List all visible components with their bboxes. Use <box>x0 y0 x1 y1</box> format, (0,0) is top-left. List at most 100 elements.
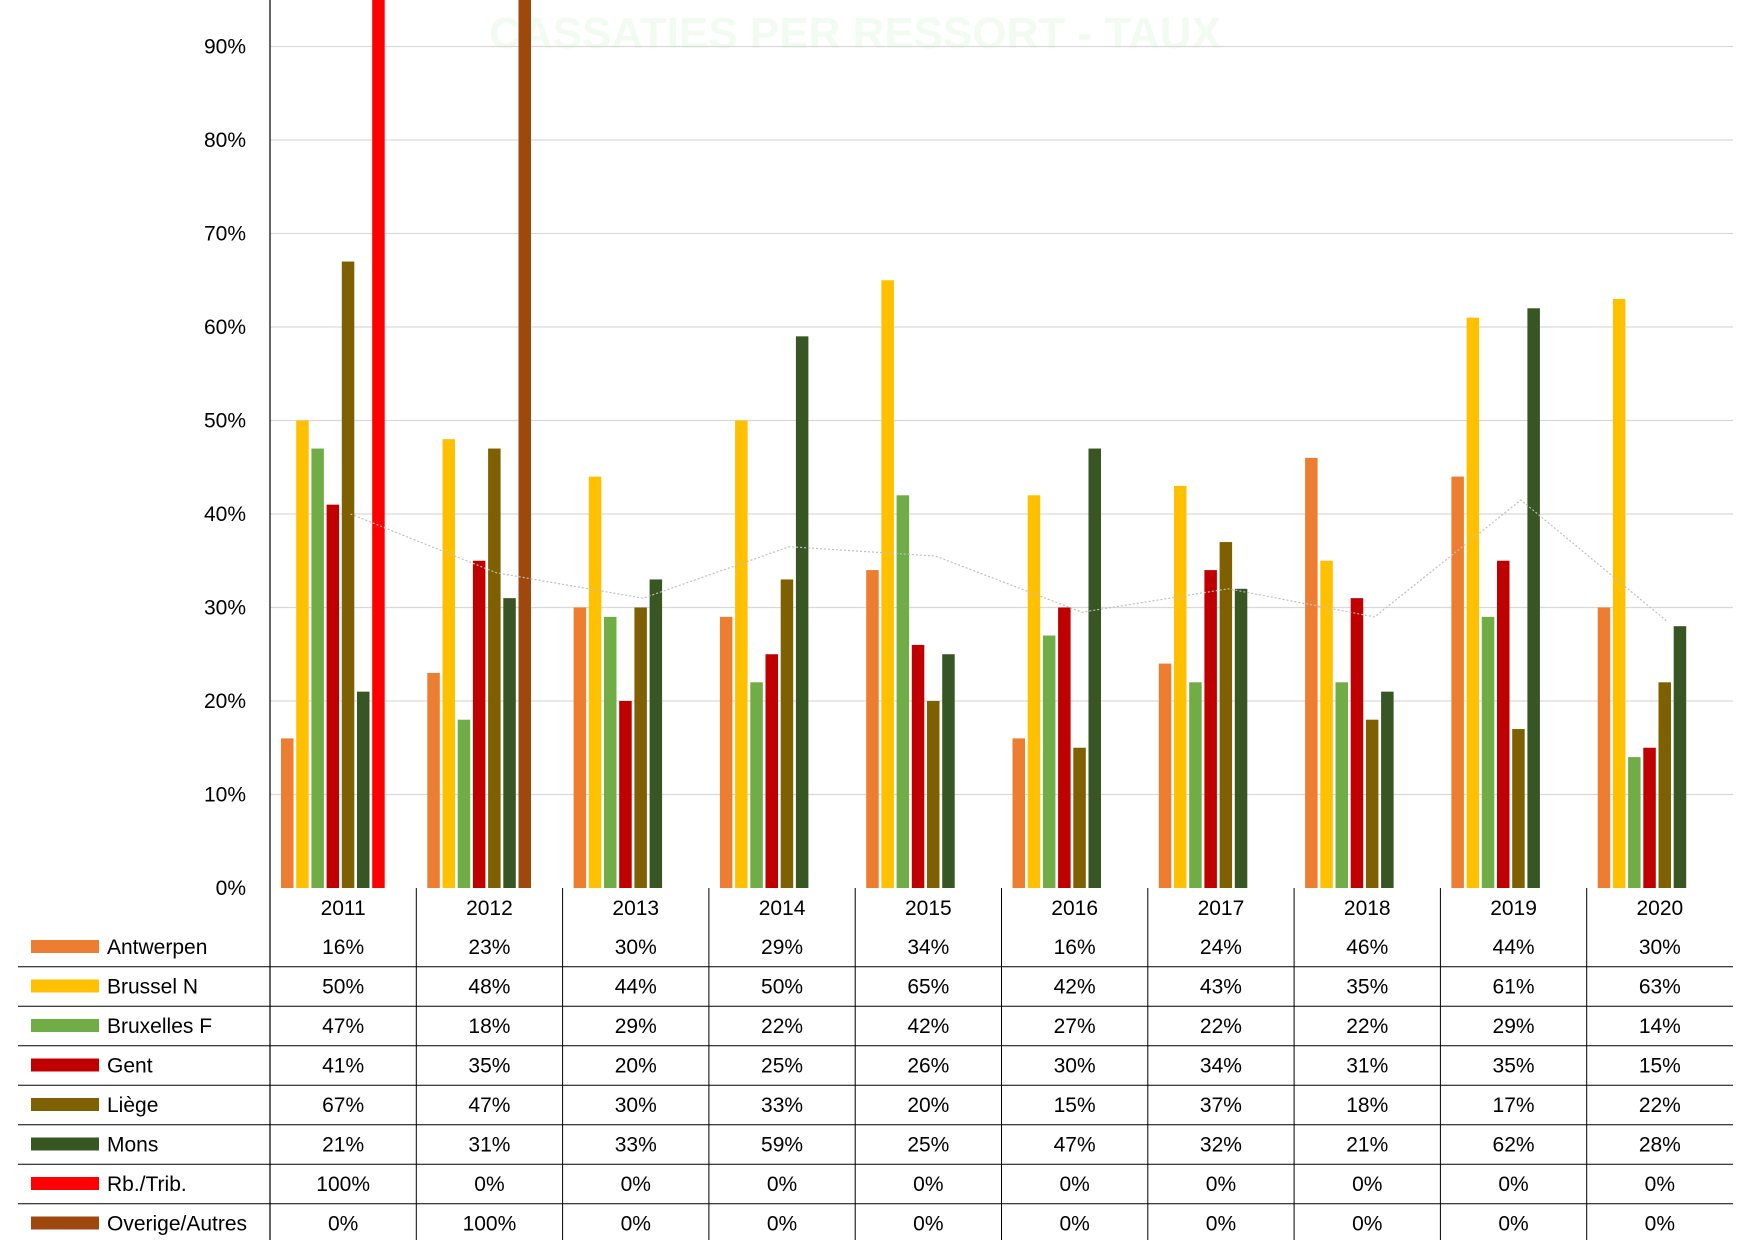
bar <box>372 0 385 888</box>
data-label: 50% <box>322 976 364 999</box>
bar <box>1481 616 1495 888</box>
bar <box>1365 719 1379 888</box>
y-tick-label: 0% <box>216 877 246 900</box>
legend-swatch <box>31 940 99 953</box>
legend-swatch <box>31 1019 99 1032</box>
data-label: 0% <box>1645 1213 1675 1236</box>
data-label: 65% <box>907 976 949 999</box>
data-label: 48% <box>468 976 510 999</box>
bar <box>604 616 617 888</box>
data-label: 15% <box>1054 1094 1096 1117</box>
y-tick-label: 60% <box>204 316 246 339</box>
data-label: 29% <box>615 1015 657 1038</box>
bar <box>735 420 748 888</box>
data-label: 100% <box>463 1213 517 1236</box>
bar <box>1088 448 1101 888</box>
bar <box>1174 485 1187 888</box>
bar <box>795 336 809 889</box>
legend-label: Rb./Trib. <box>107 1173 187 1196</box>
y-axis: 0% 10% 20% 30% 40% 50% 60% 70% 80% 90% <box>204 0 271 1240</box>
bar <box>518 0 531 888</box>
data-label: 0% <box>767 1173 797 1196</box>
data-label: 0% <box>621 1213 651 1236</box>
data-label: 0% <box>1059 1173 1089 1196</box>
bar <box>719 616 733 888</box>
bar <box>765 654 778 888</box>
data-label: 42% <box>1054 976 1096 999</box>
y-tick-label: 90% <box>204 36 246 59</box>
data-label: 22% <box>1200 1015 1242 1038</box>
data-label: 33% <box>615 1134 657 1157</box>
data-label: 18% <box>1346 1094 1388 1117</box>
data-label: 42% <box>907 1015 949 1038</box>
bar <box>296 420 309 888</box>
legend-label: Gent <box>107 1055 153 1078</box>
bar <box>1512 729 1525 888</box>
bar <box>1219 542 1233 888</box>
bar <box>1042 635 1056 888</box>
data-label: 37% <box>1200 1094 1242 1117</box>
data-label: 25% <box>907 1134 949 1157</box>
data-label: 34% <box>907 936 949 959</box>
bar <box>1658 682 1671 888</box>
bar <box>942 654 955 888</box>
data-label: 30% <box>1054 1055 1096 1078</box>
data-label: 47% <box>468 1094 510 1117</box>
x-tick-label: 2015 <box>905 897 952 920</box>
data-label: 0% <box>1498 1173 1528 1196</box>
x-tick-label: 2018 <box>1344 897 1391 920</box>
data-label: 35% <box>1493 1055 1535 1078</box>
data-label: 0% <box>913 1213 943 1236</box>
x-tick-label: 2012 <box>466 897 513 920</box>
data-label: 16% <box>1054 936 1096 959</box>
x-tick-label: 2020 <box>1636 897 1683 920</box>
x-tick-label: 2014 <box>759 897 806 920</box>
y-tick-label: 70% <box>204 223 246 246</box>
data-label: 47% <box>322 1015 364 1038</box>
legend-label: Bruxelles F <box>107 1015 212 1038</box>
bar <box>1158 663 1172 888</box>
bar <box>326 504 340 888</box>
bar <box>1381 691 1394 888</box>
data-label: 0% <box>328 1213 358 1236</box>
data-label: 32% <box>1200 1134 1242 1157</box>
data-label: 100% <box>316 1173 370 1196</box>
bar <box>1012 738 1025 888</box>
bar <box>573 607 587 888</box>
data-label: 33% <box>761 1094 803 1117</box>
legend-label: Antwerpen <box>107 936 207 959</box>
bar <box>311 448 324 888</box>
data-label: 22% <box>1639 1094 1681 1117</box>
bar <box>1058 607 1071 888</box>
bar <box>1027 495 1041 888</box>
bar <box>1673 626 1687 888</box>
bar <box>1073 747 1086 888</box>
bar <box>1189 682 1202 888</box>
bar <box>649 579 663 888</box>
bar <box>488 448 501 888</box>
bar <box>281 738 294 888</box>
data-label: 14% <box>1639 1015 1681 1038</box>
data-label: 21% <box>322 1134 364 1157</box>
data-label: 0% <box>1498 1213 1528 1236</box>
data-table: 2011 2012 2013 2014 2015 2016 2017 2018 2019 2020… <box>18 888 1733 1240</box>
data-label: 21% <box>1346 1134 1388 1157</box>
data-label: 44% <box>615 976 657 999</box>
x-tick-label: 2019 <box>1490 897 1537 920</box>
data-label: 35% <box>1346 976 1388 999</box>
legend-label: Brussel N <box>107 976 198 999</box>
y-tick-label: 20% <box>204 690 246 713</box>
bar <box>1320 560 1333 888</box>
bars <box>281 0 1687 889</box>
bar <box>588 476 602 888</box>
bar <box>503 598 516 888</box>
bar <box>896 495 910 888</box>
data-label: 22% <box>1346 1015 1388 1038</box>
bar <box>1204 570 1217 888</box>
x-tick-label: 2017 <box>1198 897 1245 920</box>
bar <box>1466 317 1480 888</box>
data-label: 0% <box>1206 1173 1236 1196</box>
data-label: 29% <box>1493 1015 1535 1038</box>
data-label: 41% <box>322 1055 364 1078</box>
